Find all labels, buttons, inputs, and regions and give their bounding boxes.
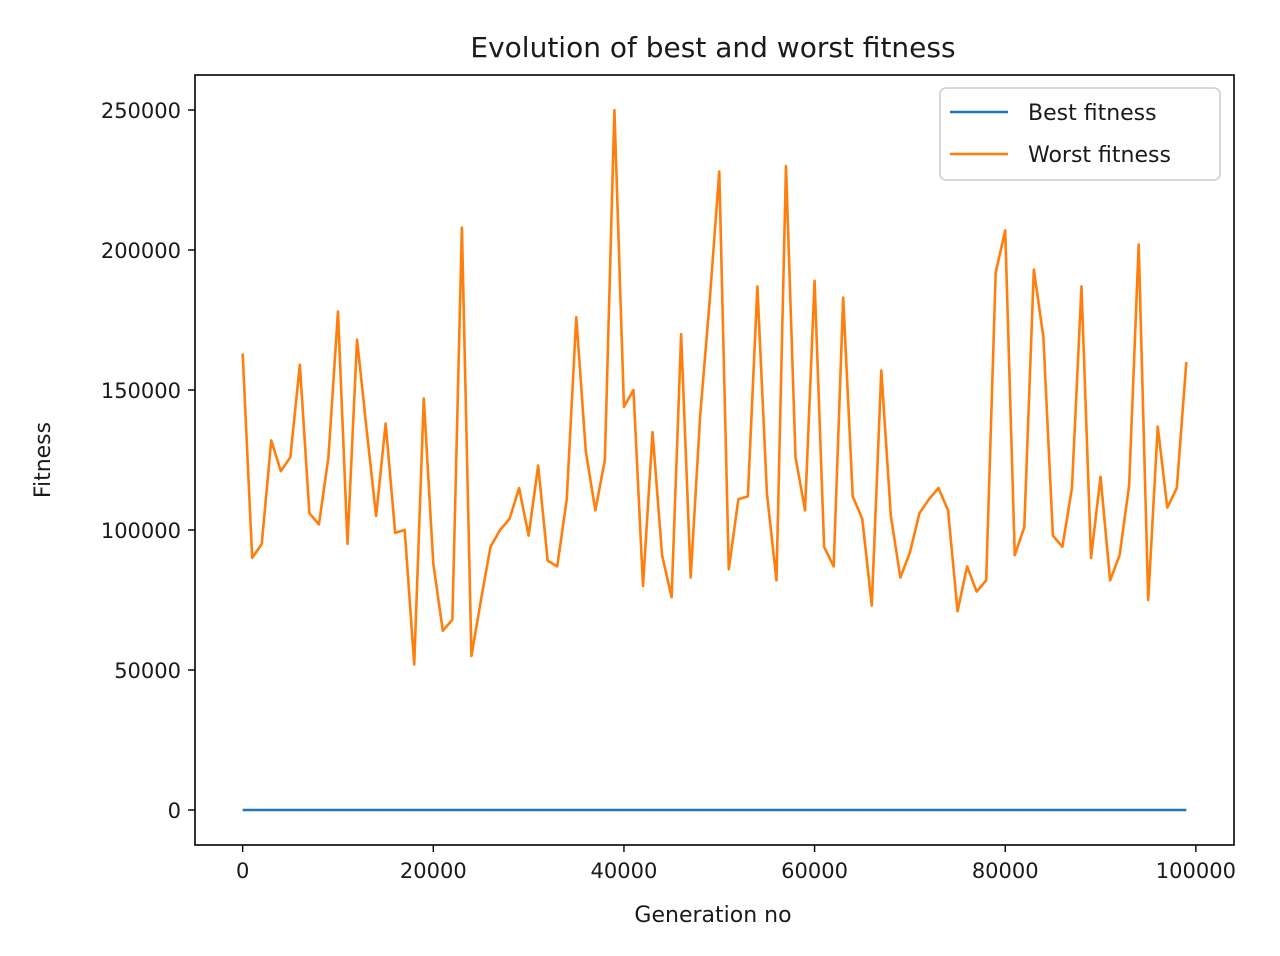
x-tick-label: 40000 [591, 859, 658, 883]
legend-box [939, 87, 1221, 181]
y-tick-label: 250000 [101, 99, 181, 123]
y-tick-label: 200000 [101, 239, 181, 263]
legend-label-worst-fitness: Worst fitness [1028, 143, 1171, 168]
x-tick-label: 80000 [972, 859, 1039, 883]
y-tick-label: 100000 [101, 519, 181, 543]
x-tick-label: 20000 [400, 859, 467, 883]
legend-label-best-fitness: Best fitness [1028, 101, 1157, 126]
chart-title: Evolution of best and worst fitness [470, 31, 955, 64]
x-tick-label: 60000 [781, 859, 848, 883]
y-axis-ticks: 0 50000 100000 150000 200000 250000 [101, 99, 195, 823]
x-tick-label: 100000 [1156, 859, 1236, 883]
x-tick-label: 0 [236, 859, 249, 883]
series-layer [241, 108, 1188, 812]
y-axis-label: Fitness [31, 422, 56, 498]
x-axis-ticks: 0 20000 40000 60000 80000 100000 [236, 845, 1236, 883]
plot-frame [194, 74, 1235, 846]
y-tick-label: 50000 [114, 659, 181, 683]
y-tick-label: 0 [168, 799, 181, 823]
x-axis-label: Generation no [634, 903, 791, 928]
series-line-worst-fitness [241, 108, 1188, 666]
legend: Best fitness Worst fitness [939, 87, 1221, 181]
plot-background [195, 75, 1234, 845]
plot-area [194, 74, 1235, 846]
y-tick-label: 150000 [101, 379, 181, 403]
